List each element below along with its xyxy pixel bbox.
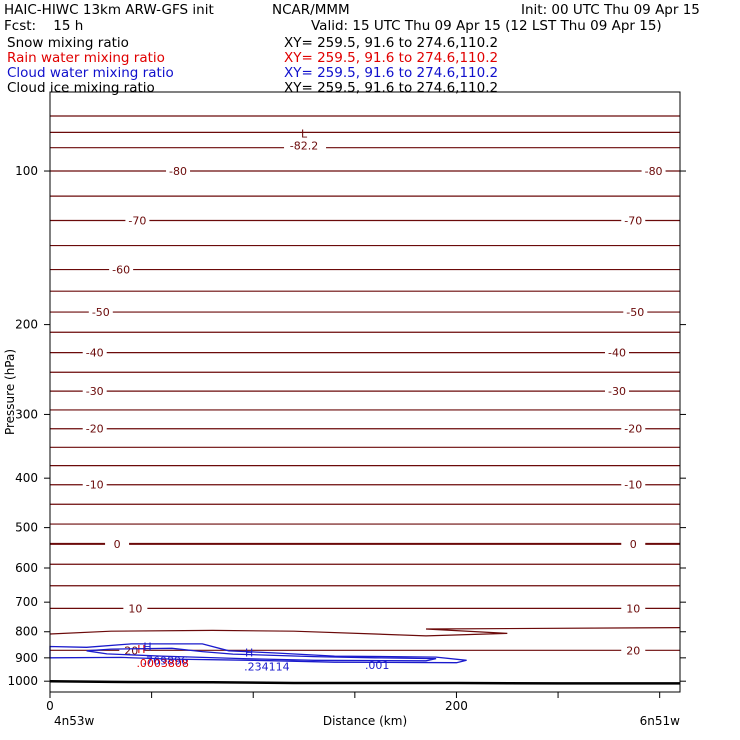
isotherm-label-bg-13-0 — [82, 385, 107, 398]
x-tick-label-0: 0 — [46, 699, 54, 713]
extremum-value-0: -82.2 — [290, 140, 318, 153]
y-tick-label-600: 600 — [15, 561, 38, 575]
isotherm-label-25-0: 20 — [124, 644, 138, 657]
isotherm-label-5-1: -70 — [624, 214, 642, 227]
isotherm-label-9-1: -50 — [626, 306, 644, 319]
isotherm-label-13-0: -30 — [86, 385, 104, 398]
right-endpoint: 6n51w — [640, 714, 681, 728]
isotherm-label-bg-18-0 — [82, 478, 107, 491]
extremum-marker-1: H — [143, 640, 151, 653]
y-tick-label-500: 500 — [15, 521, 38, 535]
isotherm-label-24-1: 10 — [626, 602, 640, 615]
isotherm-label-3-1: -80 — [645, 165, 663, 178]
field-cloudwater-xy: XY= 259.5, 91.6 to 274.6,110.2 — [284, 65, 499, 81]
isotherm-label-25-1: 20 — [626, 644, 640, 657]
isotherm-label-5-0: -70 — [128, 214, 146, 227]
isotherm-label-bg-21-1 — [621, 537, 646, 550]
plot-frame — [49, 91, 681, 693]
isotherm-label-9-0: -50 — [92, 306, 110, 319]
extremum-value-bg-0 — [284, 140, 327, 153]
isotherm-label-bg-24-0 — [123, 602, 148, 615]
isotherm-label-13-1: -30 — [608, 385, 626, 398]
isotherm-label-3-0: -80 — [169, 165, 187, 178]
x-axis-label: Distance (km) — [323, 714, 407, 728]
isotherm-label-bg-3-1 — [641, 165, 666, 178]
forecast-hour: Fcst: 15 h — [4, 18, 84, 34]
isotherm-label-bg-15-1 — [621, 422, 646, 435]
isotherm-label-11-1: -40 — [608, 347, 626, 360]
isotherm-label-bg-11-1 — [605, 346, 629, 359]
extremum-marker-0: L — [301, 128, 308, 141]
isotherm-label-bg-21-0 — [105, 537, 130, 550]
y-axis-label: Pressure (hPa) — [3, 349, 17, 435]
isotherm-label-bg-11-0 — [82, 346, 107, 359]
isotherm-label-18-0: -10 — [86, 479, 104, 492]
y-tick-label-300: 300 — [15, 407, 38, 421]
field-rain-xy: XY= 259.5, 91.6 to 274.6,110.2 — [284, 50, 499, 66]
isotherm-label-7-0: -60 — [112, 264, 130, 277]
isotherm-label-21-1: 0 — [630, 538, 637, 551]
cloud-water-contour-inner — [86, 647, 437, 662]
isotherm-label-15-0: -20 — [86, 423, 104, 436]
field-cloudwater-name: Cloud water mixing ratio — [7, 65, 174, 81]
isotherm-label-bg-15-0 — [82, 422, 107, 435]
terrain-line — [49, 679, 680, 685]
isotherm-label-15-1: -20 — [624, 423, 642, 436]
isotherm-bulge — [49, 627, 681, 637]
field-snow-xy: XY= 259.5, 91.6 to 274.6,110.2 — [284, 35, 499, 51]
title-left: HAIC-HIWC 13km ARW-GFS init — [4, 2, 214, 18]
extremum-value-1: .769896 — [143, 654, 189, 667]
isotherm-label-bg-24-1 — [621, 602, 646, 615]
y-tick-label-100: 100 — [15, 164, 38, 178]
extremum-value-2: .0003808 — [136, 657, 189, 670]
field-rain-name: Rain water mixing ratio — [7, 50, 165, 66]
isotherm-label-bg-9-0 — [88, 306, 113, 319]
isotherm-label-24-0: 10 — [128, 602, 142, 615]
isotherm-label-bg-5-0 — [125, 214, 150, 227]
extremum-marker-2: H — [137, 643, 145, 656]
isotherm-label-bg-5-1 — [621, 214, 646, 227]
y-tick-label-1000: 1000 — [7, 674, 38, 688]
extremum-marker-3: H — [245, 647, 253, 660]
y-tick-label-900: 900 — [15, 651, 38, 665]
cloud-water-contour-outer — [49, 643, 467, 664]
left-endpoint: 4n53w — [54, 714, 95, 728]
cloud-water-contour-label: .001 — [365, 659, 390, 672]
isotherm-label-bg-25-1 — [621, 644, 646, 657]
title-center: NCAR/MMM — [272, 2, 350, 18]
isotherm-label-bg-13-1 — [605, 385, 629, 398]
y-tick-label-800: 800 — [15, 625, 38, 639]
y-tick-label-700: 700 — [15, 595, 38, 609]
extremum-value-3: .234114 — [244, 661, 290, 674]
isotherm-label-18-1: -10 — [624, 479, 642, 492]
isotherm-label-bg-9-1 — [623, 306, 648, 319]
field-snow-name: Snow mixing ratio — [7, 35, 129, 51]
y-tick-label-200: 200 — [15, 318, 38, 332]
isotherm-label-bg-25-0 — [119, 644, 144, 657]
isotherm-label-bg-7-0 — [109, 263, 134, 276]
x-tick-label-200: 200 — [445, 699, 468, 713]
valid-time: Valid: 15 UTC Thu 09 Apr 15 (12 LST Thu … — [311, 18, 662, 34]
isotherm-label-bg-3-0 — [166, 165, 191, 178]
isotherm-label-11-0: -40 — [86, 347, 104, 360]
init-time: Init: 00 UTC Thu 09 Apr 15 — [521, 2, 700, 18]
y-tick-label-400: 400 — [15, 471, 38, 485]
isotherm-label-21-0: 0 — [114, 538, 121, 551]
isotherm-label-bg-18-1 — [621, 478, 646, 491]
